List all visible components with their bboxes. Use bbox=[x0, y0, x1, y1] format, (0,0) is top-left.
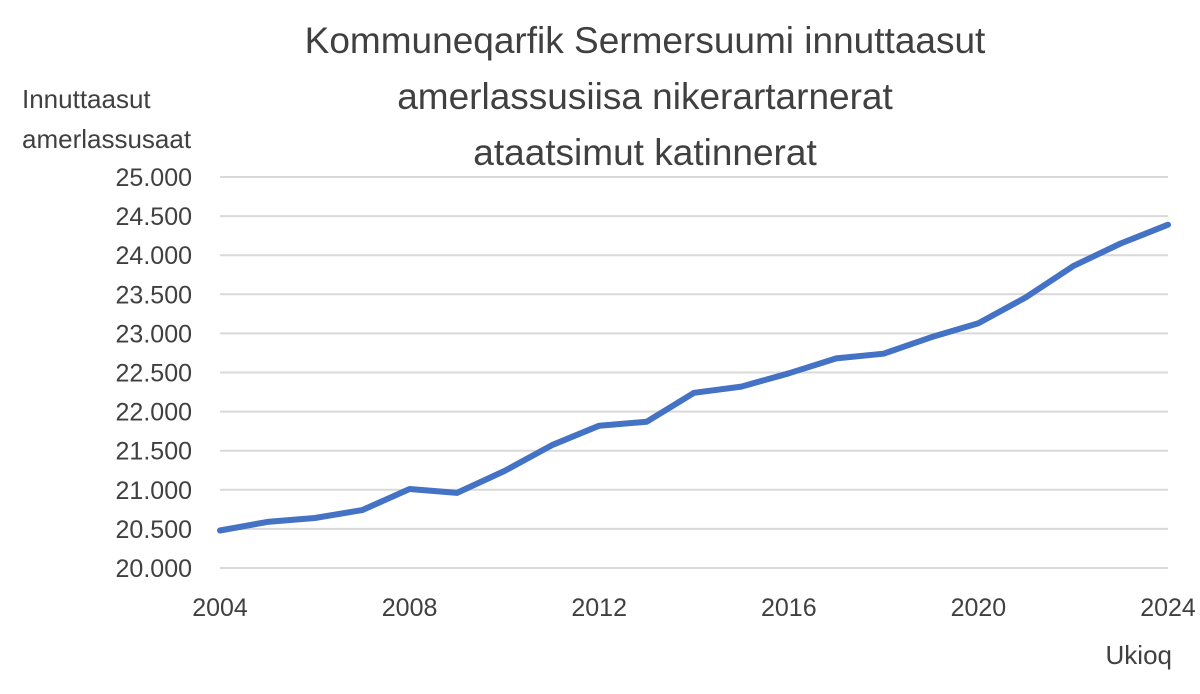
y-tick-label: 21.500 bbox=[116, 438, 192, 466]
y-tick-label: 21.000 bbox=[116, 477, 192, 505]
y-tick-label: 20.000 bbox=[116, 555, 192, 583]
y-tick-label: 22.500 bbox=[116, 360, 192, 388]
chart-title-line-1: Kommuneqarfik Sermersuumi innuttaasut bbox=[304, 20, 986, 61]
y-tick-label: 20.500 bbox=[116, 516, 192, 544]
x-tick-label: 2004 bbox=[192, 594, 248, 622]
y-tick-label: 23.500 bbox=[116, 281, 192, 309]
x-tick-label: 2016 bbox=[761, 594, 817, 622]
y-tick-label: 25.000 bbox=[116, 164, 192, 192]
y-axis-label-line-1: Innuttaasut bbox=[22, 84, 151, 114]
y-tick-label: 24.000 bbox=[116, 242, 192, 270]
x-tick-label: 2012 bbox=[571, 594, 627, 622]
y-tick-label: 23.000 bbox=[116, 320, 192, 348]
y-tick-label: 22.000 bbox=[116, 399, 192, 427]
chart-title-line-3: ataatsimut katinnerat bbox=[473, 132, 817, 173]
x-tick-label: 2024 bbox=[1140, 594, 1196, 622]
x-axis-label: Ukioq bbox=[1105, 640, 1172, 670]
chart-title-line-2: amerlassusiisa nikerartarnerat bbox=[397, 76, 893, 117]
series-line bbox=[217, 221, 1171, 534]
y-tick-label: 24.500 bbox=[116, 203, 192, 231]
y-axis-label-line-2: amerlassusaat bbox=[22, 124, 192, 154]
x-tick-label: 2020 bbox=[951, 594, 1007, 622]
x-tick-label: 2008 bbox=[382, 594, 438, 622]
